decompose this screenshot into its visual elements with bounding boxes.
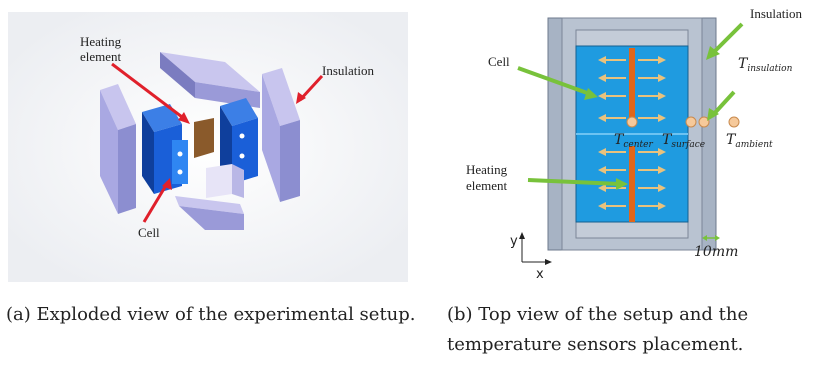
- t-surface-label: Tsurface: [662, 132, 705, 150]
- caption-a: (a) Exploded view of the experimental se…: [6, 304, 416, 325]
- heating-element-bottom: [629, 146, 635, 222]
- sensor-surface: [685, 116, 697, 128]
- top-view-svg: Insulation Cell Heating element Tcenter …: [466, 6, 802, 282]
- insulation-bottom-strip: [575, 221, 689, 239]
- t-insulation-label: Tinsulation: [738, 56, 793, 74]
- bottom-insulation-block: [175, 196, 244, 230]
- left-cell-holder: [142, 104, 188, 194]
- axis-x-label: x: [536, 267, 544, 282]
- sensor-center: [626, 116, 638, 128]
- dimension-marker: [702, 235, 720, 241]
- right-insulation-block: [262, 68, 300, 202]
- insulation-top-strip: [575, 29, 689, 47]
- axes-indicator: [519, 232, 552, 265]
- heating-element-label: Heating: [80, 34, 122, 49]
- t-center-label: Tcenter: [614, 132, 653, 150]
- sensor-ambient: [728, 116, 740, 128]
- cell-label: Cell: [138, 225, 160, 240]
- front-insulation-piece: [206, 164, 232, 198]
- sensor-insulation: [698, 116, 710, 128]
- caption-b: (b) Top view of the setup and the temper…: [447, 304, 749, 355]
- heat-flow-arrows: [598, 56, 666, 210]
- green-pointer-arrows: [517, 22, 744, 190]
- right-cell-holder: [220, 98, 258, 184]
- red-pointer-arrows: [111, 62, 324, 223]
- insulation-label: Insulation: [750, 6, 802, 21]
- heating-element-label-line2: element: [80, 49, 122, 64]
- dimension-label: 10mm: [694, 244, 738, 260]
- front-insulation-piece-side: [232, 164, 244, 198]
- t-ambient-label: Tambient: [726, 132, 773, 150]
- heating-element-plate: [194, 118, 214, 158]
- top-view-figure: Insulation Cell Heating element Tcenter …: [430, 0, 840, 290]
- insulation-label: Insulation: [322, 63, 374, 78]
- heating-element-top: [629, 48, 635, 122]
- heating-element-label: Heating: [466, 162, 508, 177]
- heating-element-label-line2: element: [466, 178, 508, 193]
- left-insulation-block: [100, 84, 136, 214]
- cell-label: Cell: [488, 54, 510, 69]
- exploded-view-figure: Heating element Insulation Cell: [0, 0, 420, 290]
- axis-y-label: y: [510, 234, 518, 249]
- exploded-view-svg: Heating element Insulation Cell: [8, 12, 408, 282]
